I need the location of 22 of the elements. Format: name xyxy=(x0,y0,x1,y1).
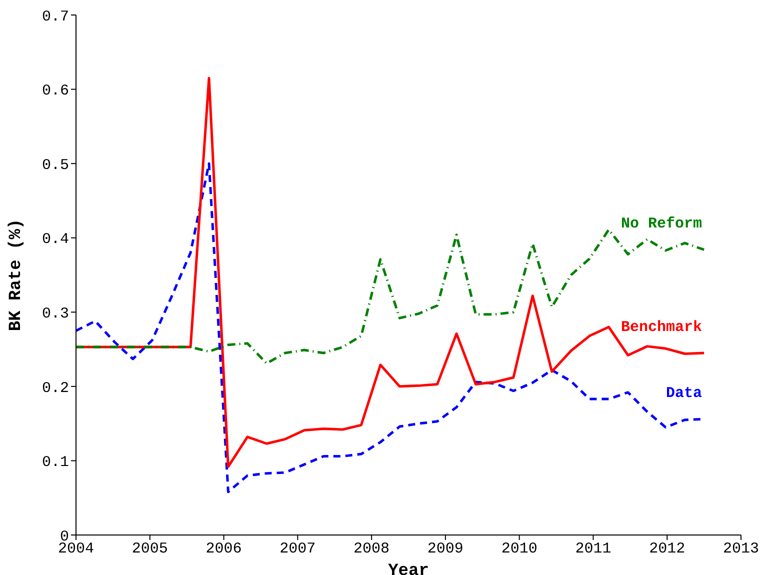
series-label: No Reform xyxy=(621,216,702,233)
x-tick-label: 2010 xyxy=(501,540,538,558)
x-tick-label: 2009 xyxy=(427,540,464,558)
y-axis-title: BK Rate (%) xyxy=(7,218,26,332)
x-tick-label: 2011 xyxy=(575,540,612,558)
x-tick-label: 2006 xyxy=(206,540,242,558)
x-tick-label: 2013 xyxy=(722,540,760,558)
x-tick-label: 2005 xyxy=(132,540,168,558)
y-tick-label: 0.5 xyxy=(42,156,69,174)
line-series xyxy=(76,228,706,365)
y-tick-label: 0.3 xyxy=(42,305,69,322)
series-label: Benchmark xyxy=(621,319,702,336)
y-tick-label: 0.6 xyxy=(42,82,69,100)
y-tick-label: 0.7 xyxy=(42,8,69,26)
x-tick-label: 2012 xyxy=(649,540,686,558)
y-tick-label: 0.1 xyxy=(42,454,69,472)
x-tick-label: 2008 xyxy=(354,540,390,558)
x-tick-label: 2007 xyxy=(280,540,316,558)
series-label: Data xyxy=(666,385,702,402)
y-tick-label: 0.4 xyxy=(42,231,69,248)
x-axis-title: Year xyxy=(388,562,429,575)
y-tick-label: 0.2 xyxy=(42,380,69,397)
